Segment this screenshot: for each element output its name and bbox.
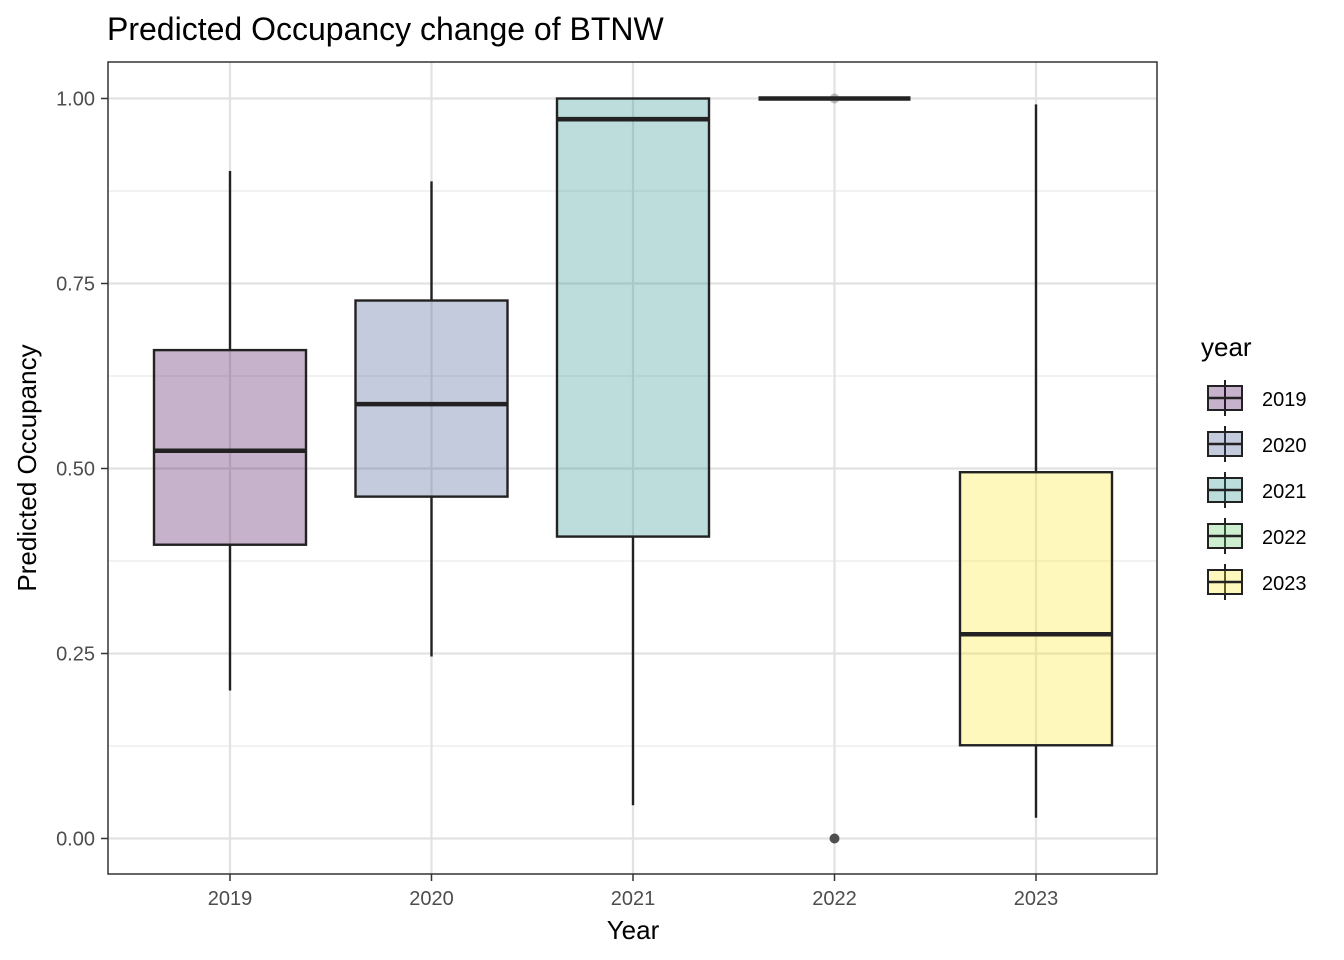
x-tick-label: 2020 <box>409 888 454 910</box>
box-body <box>354 299 509 498</box>
box-2019 <box>152 171 308 691</box>
boxes <box>152 93 1114 844</box>
legend-entry-2019: 2019 <box>1202 375 1307 421</box>
legend-entry-2023: 2023 <box>1202 559 1307 605</box>
legend: year 2019 2020 2021 2022 2023 <box>1201 332 1307 605</box>
box-2023 <box>958 104 1114 818</box>
y-axis: 0.00 0.25 0.50 0.75 1.00 <box>56 89 108 851</box>
x-tick-label: 2019 <box>208 888 253 910</box>
legend-entry-2021: 2021 <box>1202 467 1307 513</box>
box-body <box>152 348 308 546</box>
legend-label: 2020 <box>1262 435 1307 457</box>
y-axis-title: Predicted Occupancy <box>12 344 42 591</box>
legend-entry-2022: 2022 <box>1202 513 1307 559</box>
legend-label: 2023 <box>1262 573 1307 595</box>
legend-title: year <box>1201 332 1252 362</box>
x-tick-label: 2022 <box>812 888 857 910</box>
x-tick-label: 2023 <box>1014 888 1059 910</box>
box-2022 <box>758 93 911 844</box>
x-tick-label: 2021 <box>611 888 656 910</box>
y-tick-label: 1.00 <box>56 89 95 111</box>
legend-label: 2019 <box>1262 389 1307 411</box>
y-tick-label: 0.25 <box>56 644 95 666</box>
chart-title: Predicted Occupancy change of BTNW <box>107 11 665 47</box>
box-body <box>555 97 711 538</box>
box-2021 <box>555 97 711 806</box>
x-axis-title: Year <box>607 915 660 945</box>
legend-entry-2020: 2020 <box>1202 421 1307 467</box>
y-tick-label: 0.50 <box>56 459 95 481</box>
outlier-point <box>829 833 840 844</box>
y-tick-label: 0.00 <box>56 829 95 851</box>
outlier-point <box>829 93 840 104</box>
box-2020 <box>354 181 509 657</box>
y-tick-label: 0.75 <box>56 274 95 296</box>
legend-label: 2021 <box>1262 481 1307 503</box>
x-axis: 2019 2020 2021 2022 2023 <box>208 874 1059 910</box>
box-body <box>958 471 1114 747</box>
legend-label: 2022 <box>1262 527 1307 549</box>
